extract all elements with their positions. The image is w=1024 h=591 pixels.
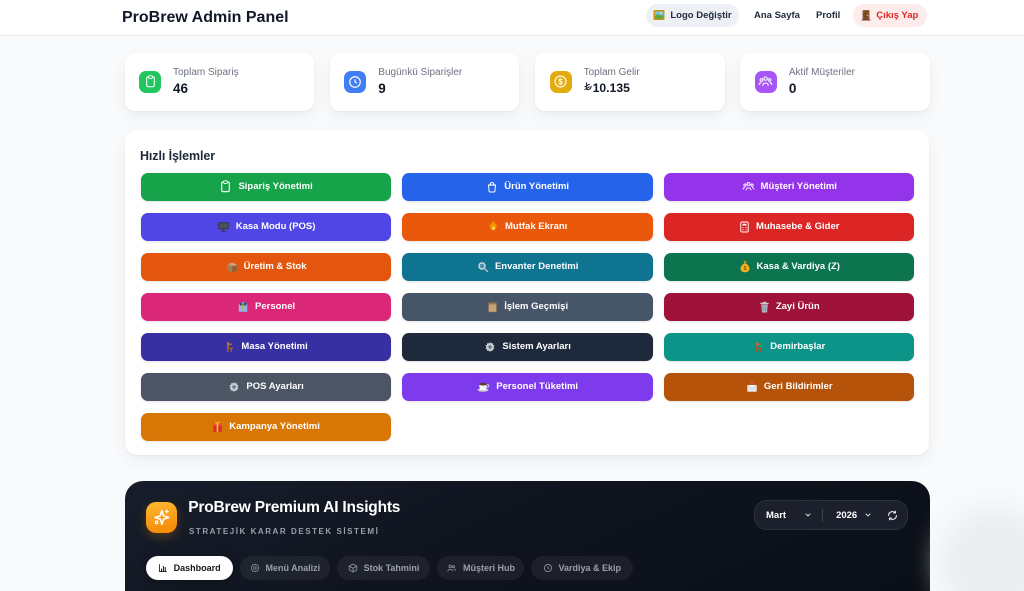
svg-text:$: $ [558,78,563,87]
svg-text:$: $ [743,266,746,272]
